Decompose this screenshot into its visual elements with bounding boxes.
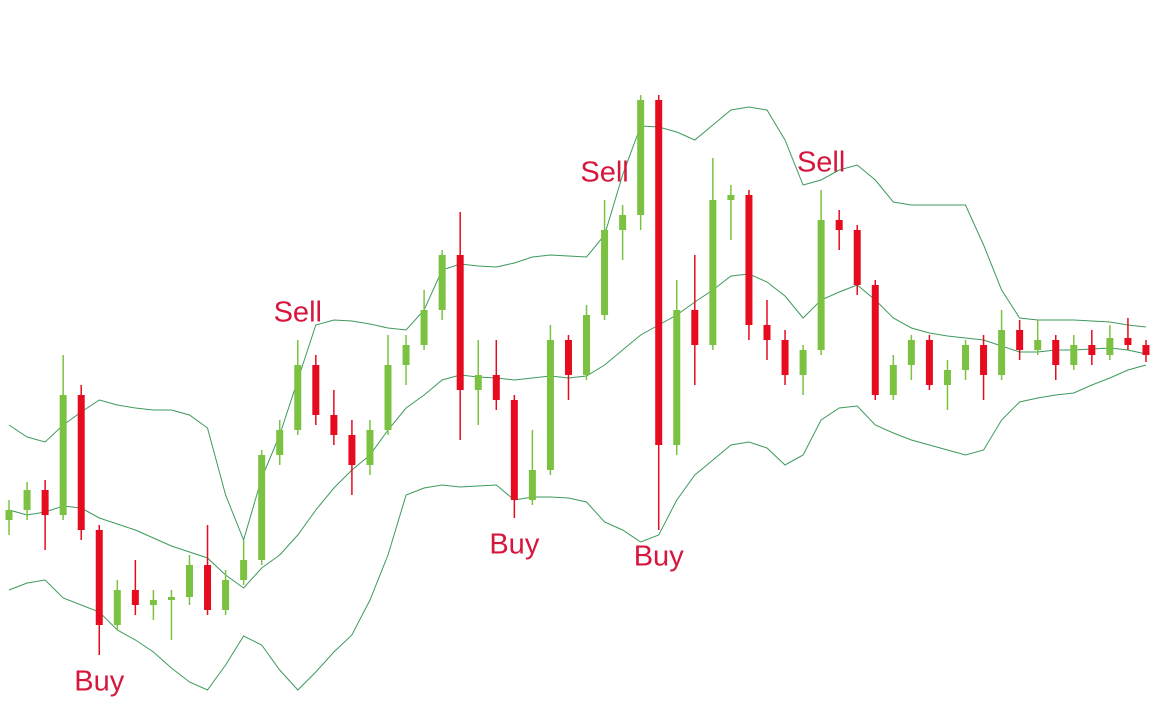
annotation: Sell — [580, 157, 628, 189]
candle-body — [59, 395, 67, 515]
candle-body — [564, 340, 572, 375]
candle-body — [41, 490, 49, 515]
candle-body — [943, 370, 951, 385]
candle-body — [402, 345, 410, 365]
candle-body — [276, 430, 284, 455]
candle-body — [637, 100, 645, 215]
candle-body — [817, 220, 825, 350]
candle-body — [456, 255, 464, 390]
annotation: Sell — [274, 297, 322, 329]
candle-body — [691, 310, 699, 345]
candle-body — [131, 590, 139, 605]
candle-body — [185, 565, 193, 597]
candle-body — [77, 395, 85, 530]
annotation: Buy — [634, 541, 684, 573]
candle-body — [330, 415, 338, 435]
candle-body — [113, 590, 121, 625]
candle-body — [1016, 330, 1024, 350]
candle-body — [727, 195, 735, 200]
candle-body — [348, 435, 356, 465]
candle-body — [222, 580, 230, 610]
candle-body — [384, 365, 392, 430]
candle-body — [1052, 340, 1060, 365]
candle-body — [889, 365, 897, 395]
candle-body — [510, 400, 518, 500]
candle-body — [149, 600, 157, 605]
candle-body — [312, 365, 320, 415]
candle-body — [925, 340, 933, 385]
candle-body — [528, 470, 536, 500]
bollinger-band — [8, 106, 1147, 542]
candle-body — [907, 340, 915, 365]
candle-body — [240, 560, 248, 580]
candle-body — [583, 315, 591, 375]
candle-body — [799, 350, 807, 375]
candle-body — [655, 100, 663, 445]
candle-body — [673, 310, 681, 445]
candle-body — [167, 597, 175, 600]
candle-body — [871, 285, 879, 395]
candle-body — [420, 310, 428, 345]
candle-body — [492, 375, 500, 400]
candle-body — [980, 345, 988, 375]
candle-body — [23, 490, 31, 510]
candle-body — [745, 195, 753, 325]
candle-body — [1142, 345, 1150, 355]
bollinger-band — [8, 273, 1147, 589]
candle-body — [835, 220, 843, 230]
annotation: Buy — [74, 666, 124, 698]
candle-body — [204, 565, 212, 610]
candle-body — [619, 215, 627, 230]
candle-body — [438, 255, 446, 310]
candle-body — [709, 200, 717, 345]
candle-body — [1124, 338, 1132, 345]
candle-body — [546, 340, 554, 470]
candle-body — [998, 330, 1006, 375]
annotation: Sell — [797, 147, 845, 179]
candle-body — [853, 230, 861, 285]
candle-body — [1106, 338, 1114, 355]
candle-body — [601, 230, 609, 315]
candle-body — [763, 325, 771, 340]
candle-body — [366, 430, 374, 465]
bollinger-band — [8, 364, 1147, 691]
annotation: Buy — [489, 529, 539, 561]
candle-body — [1088, 345, 1096, 355]
candle-body — [1034, 340, 1042, 350]
candle-body — [95, 530, 103, 625]
candle-body — [294, 365, 302, 430]
candle-body — [474, 375, 482, 390]
candle-body — [258, 455, 266, 560]
candle-body — [781, 340, 789, 375]
candle-body — [962, 345, 970, 370]
candle-body — [5, 510, 13, 520]
candle-body — [1070, 345, 1078, 365]
